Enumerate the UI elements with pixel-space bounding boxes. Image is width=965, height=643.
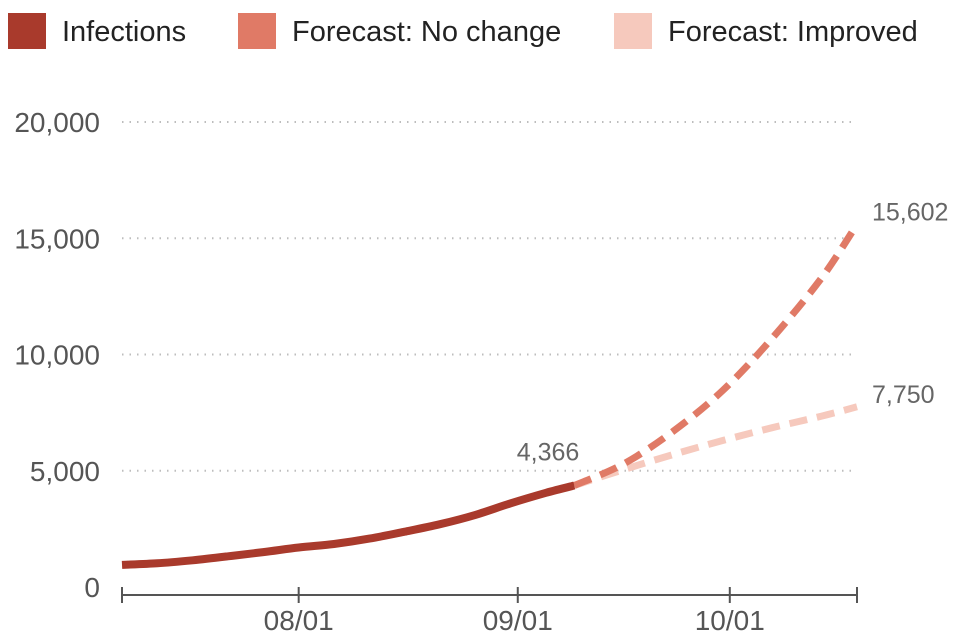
- y-tick-label: 15,000: [14, 223, 100, 254]
- x-tick-label: 10/01: [695, 605, 765, 636]
- x-tick-label: 08/01: [264, 605, 334, 636]
- end-value-label-forecast-improved: 7,750: [872, 381, 935, 409]
- legend-label: Infections: [62, 16, 186, 48]
- x-axis: 08/01 09/01 10/01: [121, 587, 858, 636]
- gridlines: [122, 121, 857, 472]
- legend-item-forecast-improved: Forecast: Improved: [614, 13, 918, 49]
- y-tick-label: 20,000: [14, 107, 100, 138]
- series-line-forecast-no-change: [572, 222, 860, 489]
- x-tick-label: 09/01: [483, 605, 553, 636]
- legend-swatch: [238, 13, 276, 49]
- y-axis: 0 5,000 10,000 15,000 20,000: [14, 107, 100, 603]
- y-tick-label: 0: [84, 572, 100, 603]
- legend-label: Forecast: Improved: [668, 16, 918, 48]
- end-value-label-infections: 4,366: [517, 438, 580, 466]
- y-tick-label: 5,000: [30, 456, 100, 487]
- legend-item-forecast-no-change: Forecast: No change: [238, 13, 561, 49]
- legend-swatch: [614, 13, 652, 49]
- legend-swatch: [8, 13, 46, 49]
- legend-item-infections: Infections: [8, 13, 186, 49]
- legend: Infections Forecast: No change Forecast: I…: [8, 13, 918, 49]
- end-value-label-forecast-no-change: 15,602: [872, 198, 948, 226]
- series-line-infections: [121, 481, 576, 569]
- y-tick-label: 10,000: [14, 340, 100, 371]
- series-line-forecast-improved: [573, 403, 858, 489]
- legend-label: Forecast: No change: [292, 16, 561, 48]
- series-lines: [121, 222, 860, 569]
- end-labels: 4,366 15,602 7,750: [517, 198, 949, 466]
